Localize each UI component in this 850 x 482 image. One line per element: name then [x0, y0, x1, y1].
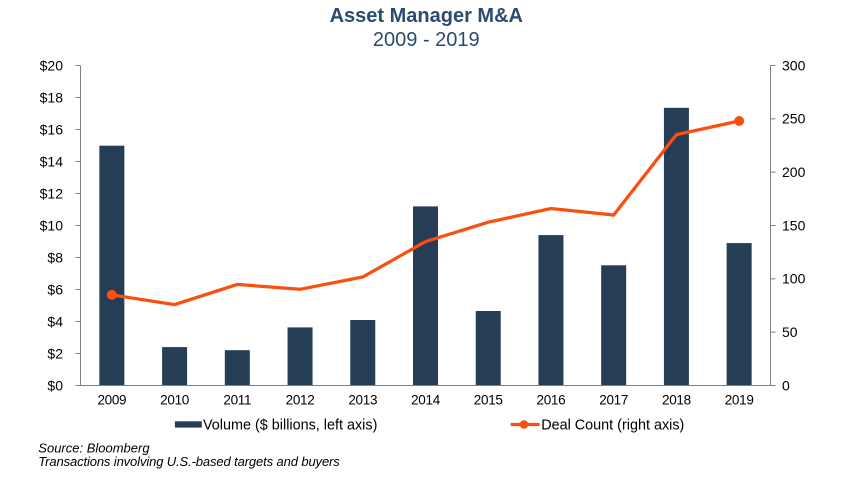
svg-text:Deal Count (right axis): Deal Count (right axis) — [541, 417, 684, 433]
svg-text:150: 150 — [782, 217, 806, 233]
svg-text:200: 200 — [782, 164, 806, 180]
svg-text:2015: 2015 — [474, 393, 503, 408]
svg-text:2019: 2019 — [725, 393, 754, 408]
svg-text:$8: $8 — [47, 249, 63, 265]
svg-text:50: 50 — [782, 324, 798, 340]
svg-text:2013: 2013 — [348, 393, 377, 408]
svg-text:Asset Manager M&A: Asset Manager M&A — [330, 5, 523, 27]
svg-text:$0: $0 — [47, 377, 63, 393]
svg-text:2009: 2009 — [97, 393, 126, 408]
svg-text:$12: $12 — [40, 185, 64, 201]
svg-text:Volume ($ billions, left axis): Volume ($ billions, left axis) — [203, 417, 377, 433]
svg-text:300: 300 — [782, 57, 806, 73]
svg-text:2009 - 2019: 2009 - 2019 — [373, 29, 480, 51]
svg-text:Source: Bloomberg: Source: Bloomberg — [38, 440, 150, 455]
svg-text:2017: 2017 — [599, 393, 628, 408]
svg-text:$6: $6 — [47, 281, 63, 297]
svg-text:2012: 2012 — [286, 393, 315, 408]
svg-text:2010: 2010 — [160, 393, 189, 408]
svg-text:100: 100 — [782, 271, 806, 287]
svg-text:$20: $20 — [40, 57, 64, 73]
svg-text:2011: 2011 — [223, 393, 251, 408]
svg-text:2014: 2014 — [411, 393, 441, 408]
svg-text:$14: $14 — [40, 153, 64, 169]
svg-text:0: 0 — [782, 377, 790, 393]
svg-text:$2: $2 — [47, 345, 63, 361]
svg-text:$18: $18 — [40, 89, 64, 105]
svg-text:250: 250 — [782, 111, 806, 127]
svg-text:$16: $16 — [40, 121, 64, 137]
svg-text:2016: 2016 — [537, 393, 566, 408]
svg-text:$4: $4 — [47, 313, 63, 329]
svg-text:Transactions involving U.S.-ba: Transactions involving U.S.-based target… — [38, 454, 340, 469]
svg-text:2018: 2018 — [662, 393, 691, 408]
svg-text:$10: $10 — [40, 217, 64, 233]
